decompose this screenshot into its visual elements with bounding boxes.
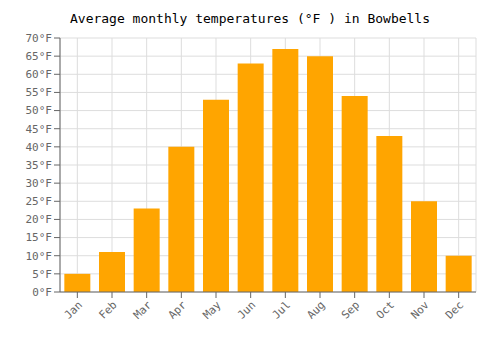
svg-text:Aug: Aug <box>304 298 327 321</box>
svg-text:5°F: 5°F <box>32 268 52 281</box>
svg-text:Dec: Dec <box>443 298 466 321</box>
svg-text:60°F: 60°F <box>26 68 53 81</box>
svg-text:20°F: 20°F <box>26 213 53 226</box>
svg-text:Apr: Apr <box>166 298 190 322</box>
svg-text:65°F: 65°F <box>26 50 53 63</box>
svg-text:35°F: 35°F <box>26 159 53 172</box>
svg-text:Jun: Jun <box>235 298 258 321</box>
svg-text:55°F: 55°F <box>26 86 53 99</box>
svg-text:50°F: 50°F <box>26 104 53 117</box>
svg-text:Nov: Nov <box>408 298 432 322</box>
svg-text:70°F: 70°F <box>26 32 53 45</box>
svg-text:40°F: 40°F <box>26 141 53 154</box>
svg-text:30°F: 30°F <box>26 177 53 190</box>
svg-text:Mar: Mar <box>131 298 155 322</box>
svg-text:10°F: 10°F <box>26 250 53 263</box>
svg-text:Oct: Oct <box>374 298 397 321</box>
svg-text:Jan: Jan <box>62 298 85 321</box>
svg-text:15°F: 15°F <box>26 231 53 244</box>
svg-text:Jul: Jul <box>270 298 293 321</box>
svg-text:Feb: Feb <box>96 298 119 321</box>
svg-text:25°F: 25°F <box>26 195 53 208</box>
svg-text:Sep: Sep <box>339 298 362 321</box>
html-text:Average monthly temperatures (: Average monthly temperatures (°F ) in Bo… <box>70 11 430 26</box>
svg-text:May: May <box>200 298 224 322</box>
svg-text:0°F: 0°F <box>32 286 52 299</box>
svg-text:45°F: 45°F <box>26 123 53 136</box>
